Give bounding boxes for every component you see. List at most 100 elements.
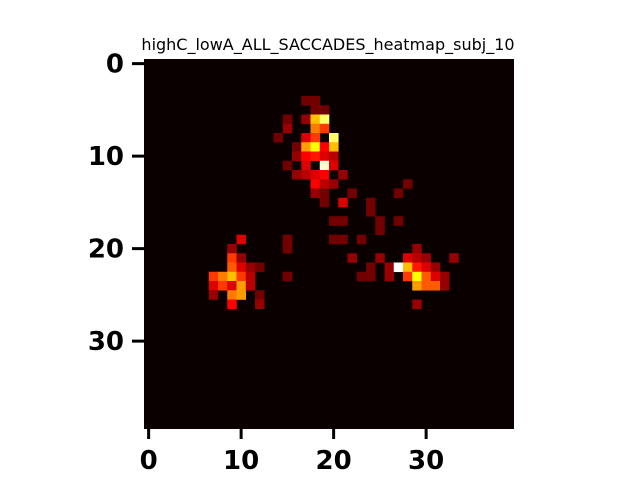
heatmap-cell: [245, 262, 256, 273]
heatmap-cell: [440, 281, 450, 291]
heatmap-cell: [329, 133, 339, 143]
heatmap-cell: [255, 299, 265, 310]
heatmap-cell: [227, 281, 237, 291]
heatmap-cell: [218, 281, 228, 291]
heatmap-cell: [430, 281, 441, 291]
heatmap-cell: [227, 299, 237, 310]
heatmap-cell: [421, 281, 432, 291]
heatmap-cell: [393, 262, 404, 273]
heatmap-cell: [282, 271, 293, 282]
heatmap-cell: [236, 281, 247, 291]
heatmap-cell: [338, 170, 348, 180]
heatmap-cell: [440, 271, 450, 282]
heatmap-cell: [245, 281, 256, 291]
heatmap-cell: [356, 271, 367, 282]
heatmap-cell: [403, 271, 413, 282]
heatmap-cell: [310, 179, 321, 189]
heatmap-cell: [310, 114, 321, 125]
x-tick-label: 30: [408, 446, 444, 476]
heatmap-cell: [310, 188, 321, 199]
axes: 0 10 20 30 0 10 20 30: [88, 50, 444, 476]
heatmap-cell: [301, 114, 311, 125]
heatmap-cell: [282, 123, 293, 134]
heatmap-cell: [301, 170, 311, 180]
heatmap-cell: [310, 170, 321, 180]
x-tick-label: 0: [140, 446, 158, 476]
heatmap-cell: [227, 262, 237, 273]
heatmap-cell: [319, 197, 330, 208]
heatmap-cell: [255, 290, 265, 300]
heatmap-cell: [421, 262, 432, 273]
heatmap-cell: [347, 253, 358, 263]
heatmap-cell: [301, 142, 311, 152]
heatmap-cell: [375, 216, 385, 226]
y-tick-label: 20: [88, 235, 124, 265]
heatmap-cell: [236, 271, 247, 282]
heatmap-cell: [412, 244, 422, 254]
heatmap-cell: [282, 244, 293, 254]
heatmap-cell: [292, 151, 302, 162]
chart-title: highC_lowA_ALL_SACCADES_heatmap_subj_10: [141, 35, 514, 55]
heatmap-cell: [329, 234, 339, 245]
plot-area: [144, 59, 514, 429]
heatmap-cell: [227, 253, 237, 263]
heatmap-cell: [403, 262, 413, 273]
heatmap-cell: [412, 271, 422, 282]
heatmap-cell: [310, 142, 321, 152]
heatmap-cell: [366, 197, 376, 208]
heatmap-cell: [208, 281, 219, 291]
heatmap-cell: [329, 142, 339, 152]
heatmap-cell: [301, 151, 311, 162]
heatmap-cell: [430, 262, 441, 273]
heatmap-cell: [384, 262, 395, 273]
heatmap-cell: [236, 290, 247, 300]
heatmap-cell: [366, 262, 376, 273]
y-tick-label: 30: [88, 327, 124, 357]
heatmap-cell: [430, 271, 441, 282]
heatmap-cell: [292, 170, 302, 180]
heatmap-cell: [347, 188, 358, 199]
heatmap-cell: [329, 160, 339, 171]
heatmap-cell: [310, 105, 321, 115]
x-tick-label: 10: [223, 446, 259, 476]
heatmap-cell: [255, 262, 265, 273]
heatmap-cell: [310, 151, 321, 162]
y-tick-label: 10: [88, 142, 124, 172]
heatmap-cell: [227, 244, 237, 254]
heatmap-cell: [301, 160, 311, 171]
heatmap-cell: [319, 151, 330, 162]
heatmap-cell: [329, 216, 339, 226]
heatmap-cell: [421, 253, 432, 263]
heatmap-cell: [329, 179, 339, 189]
heatmap-cell: [421, 271, 432, 282]
heatmap-cell: [412, 262, 422, 273]
heatmap-cell: [310, 96, 321, 106]
heatmap-cell: [356, 234, 367, 245]
heatmap-cell: [273, 133, 284, 143]
heatmap-cell: [329, 151, 339, 162]
heatmap-cell: [301, 133, 311, 143]
heatmap-cell: [403, 179, 413, 189]
heatmap-cell: [366, 207, 376, 217]
heatmap-cell: [310, 133, 321, 143]
heatmap-cell: [403, 253, 413, 263]
heatmap-cell: [282, 160, 293, 171]
heatmap-cell: [227, 271, 237, 282]
heatmap-cell: [366, 271, 376, 282]
heatmap-cell: [338, 216, 348, 226]
heatmap-cell: [412, 281, 422, 291]
heatmap-cell: [236, 253, 247, 263]
heatmap-cell: [319, 142, 330, 152]
heatmap-cell: [319, 114, 330, 125]
heatmap-cell: [375, 253, 385, 263]
heatmap-cell: [218, 271, 228, 282]
heatmap-cell: [393, 216, 404, 226]
heatmap-cell: [319, 170, 330, 180]
heatmap-cell: [208, 271, 219, 282]
heatmap-cell: [245, 271, 256, 282]
heatmap-cell: [412, 253, 422, 263]
heatmap-cell: [292, 142, 302, 152]
heatmap-cell: [282, 114, 293, 125]
heatmap-cell: [236, 234, 247, 245]
